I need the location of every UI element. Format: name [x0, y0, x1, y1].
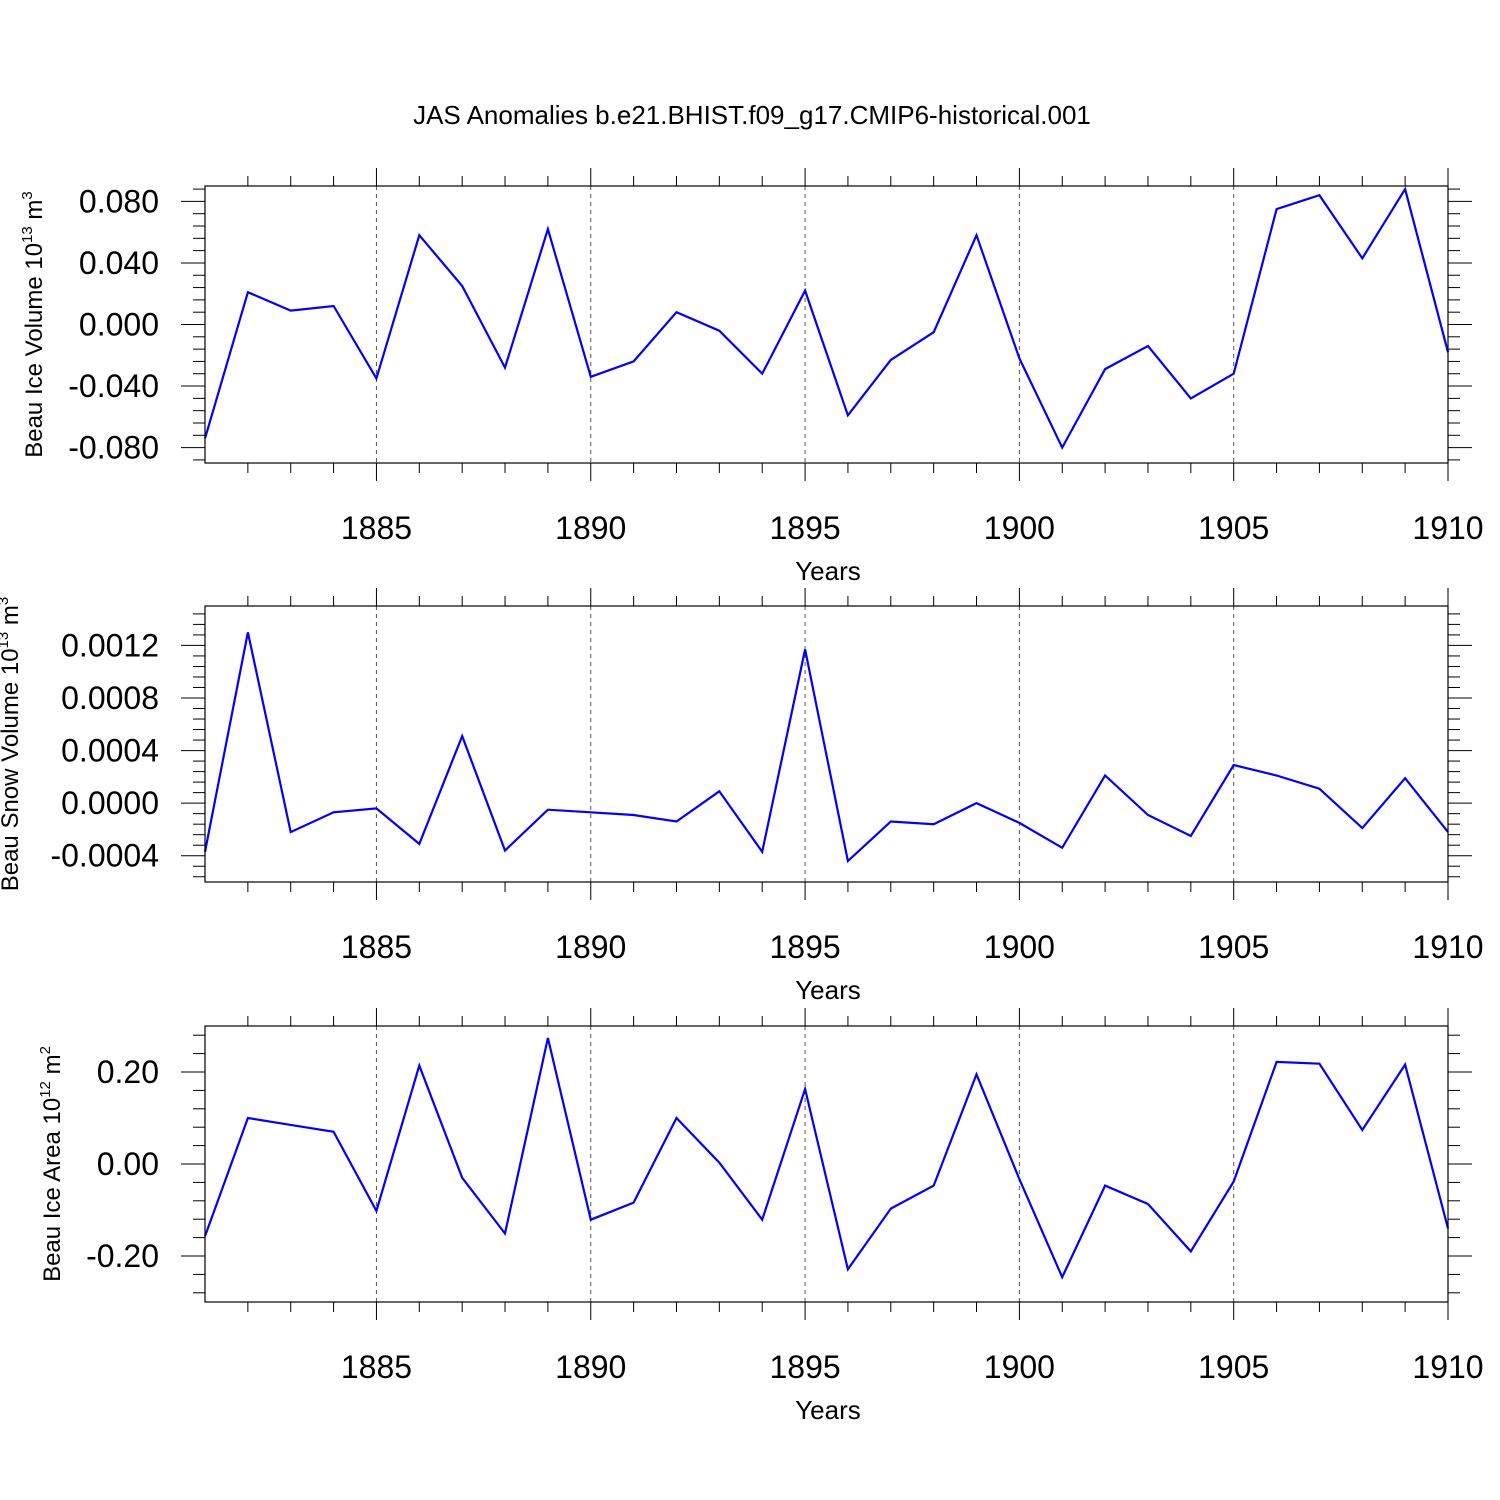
y-axis-title: Beau Snow Volume 1013 m3: [0, 597, 24, 892]
x-axis-title: Years: [795, 556, 861, 586]
series-line: [203, 1037, 1450, 1280]
y-tick-label: 0.0004: [61, 733, 159, 769]
x-tick-label: 1895: [769, 929, 840, 965]
plot-frame: [204, 185, 1449, 464]
x-tick-label: 1900: [984, 929, 1055, 965]
x-axis-title: Years: [795, 1395, 861, 1425]
y-tick-label: 0.000: [79, 307, 159, 343]
x-tick-label: 1905: [1198, 1349, 1269, 1385]
x-tick-label: 1890: [555, 510, 626, 546]
x-tick-label: 1890: [555, 1349, 626, 1385]
x-tick-label: 1885: [341, 929, 412, 965]
y-tick-label: 0.040: [79, 245, 159, 281]
y-tick-label: 0.20: [97, 1054, 159, 1090]
y-tick-label: 0.00: [97, 1146, 159, 1182]
x-tick-label: 1895: [769, 1349, 840, 1385]
y-axis-title: Beau Ice Volume 1013 m3: [19, 191, 48, 458]
y-tick-label: 0.0012: [61, 627, 159, 663]
y-tick-label: -0.0004: [50, 838, 159, 874]
x-tick-label: 1885: [341, 1349, 412, 1385]
chart-title: JAS Anomalies b.e21.BHIST.f09_g17.CMIP6-…: [413, 100, 1091, 130]
y-tick-label: 0.0008: [61, 680, 159, 716]
panel-3: 0.20 0.00 -0.20 1885 1890 1895 1900 1905 1910 Yea…: [37, 1008, 1484, 1425]
series-line: [203, 186, 1450, 451]
plot-frame: [204, 605, 1449, 883]
x-tick-label: 1895: [769, 510, 840, 546]
x-tick-label: 1885: [341, 510, 412, 546]
panel-1: 0.080 0.040 0.000 -0.040 -0.080 1885 1890 1895 1…: [19, 168, 1484, 586]
y-axis-title: Beau Ice Area 1012 m2: [37, 1046, 66, 1282]
y-tick-label: 0.080: [79, 183, 159, 219]
x-tick-label: 1905: [1198, 510, 1269, 546]
x-tick-label: 1900: [984, 510, 1055, 546]
x-tick-label: 1910: [1412, 1349, 1483, 1385]
x-tick-label: 1905: [1198, 929, 1269, 965]
y-tick-label: -0.040: [68, 368, 159, 404]
x-tick-label: 1890: [555, 929, 626, 965]
y-tick-label: 0.0000: [61, 785, 159, 821]
series-line: [203, 632, 1449, 864]
panels: 0.080 0.040 0.000 -0.040 -0.080 1885 1890 1895 1…: [0, 168, 1484, 1425]
y-tick-label: -0.20: [86, 1238, 159, 1274]
x-axis-title: Years: [795, 975, 861, 1005]
y-tick-label: -0.080: [68, 430, 159, 466]
panel-2: 0.0012 0.0008 0.0004 0.0000 -0.0004 1885 1890 1…: [0, 588, 1484, 1005]
plot-frame: [204, 1025, 1449, 1303]
x-tick-label: 1910: [1412, 510, 1483, 546]
x-tick-label: 1900: [984, 1349, 1055, 1385]
x-tick-label: 1910: [1412, 929, 1483, 965]
